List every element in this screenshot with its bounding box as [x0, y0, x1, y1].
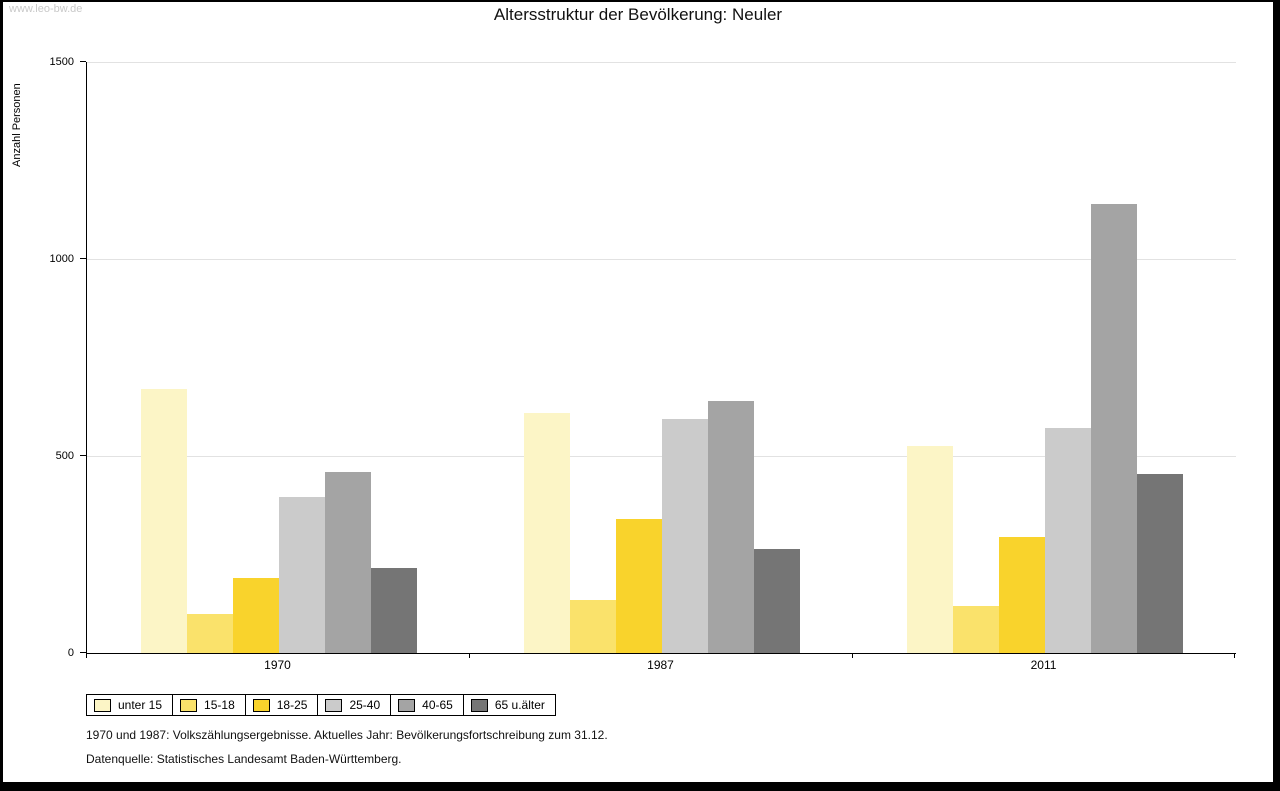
bar-18-25-2011 [998, 537, 1045, 653]
legend-item-65-u-lter: 65 u.älter [464, 695, 555, 715]
bar-18-25-1970 [232, 578, 279, 653]
footnote-sources: 1970 und 1987: Volkszählungsergebnisse. … [86, 728, 608, 742]
legend-swatch [325, 698, 343, 712]
y-tick-mark [80, 455, 86, 456]
chart-title: Altersstruktur der Bevölkerung: Neuler [493, 5, 783, 24]
y-axis-ticks: 0 500 1000 1500 [3, 56, 86, 659]
legend-item-25-40: 25-40 [318, 695, 392, 715]
legend: unter 15 15-18 18-25 25-40 40-65 65 u.älter [86, 694, 556, 716]
bar-group-1987 [470, 62, 853, 653]
x-axis-ticks [86, 654, 1235, 659]
y-tick-label: 1500 [49, 56, 74, 68]
bar-25-40-1987 [661, 419, 708, 653]
bar-65-u-lter-1970 [370, 568, 417, 653]
x-tick-mark [469, 654, 470, 658]
y-tick-mark [80, 258, 86, 259]
legend-label: 65 u.älter [494, 698, 545, 712]
bar-40-65-1987 [707, 401, 754, 653]
x-tick-label-1970: 1970 [264, 658, 291, 672]
y-tick-mark [80, 61, 86, 62]
bar-25-40-1970 [278, 497, 325, 653]
bar-65-u-lter-2011 [1136, 474, 1183, 653]
x-tick-mark [852, 654, 853, 658]
legend-label: 25-40 [349, 698, 381, 712]
legend-label: unter 15 [118, 698, 163, 712]
plot-area [86, 62, 1236, 654]
gridline [87, 259, 1236, 260]
bar-15-18-1987 [569, 600, 616, 653]
bar-40-65-1970 [324, 472, 371, 653]
bar-18-25-1987 [615, 519, 662, 653]
legend-item-15-18: 15-18 [173, 695, 246, 715]
footnote-datenquelle: Datenquelle: Statistisches Landesamt Bad… [86, 752, 402, 766]
x-axis-labels: 1970 1987 2011 [86, 658, 1235, 676]
legend-swatch [252, 698, 270, 712]
legend-label: 40-65 [422, 698, 453, 712]
legend-swatch [180, 698, 198, 712]
legend-swatch [470, 698, 488, 712]
y-tick-label: 1000 [49, 253, 74, 265]
x-tick-mark [86, 654, 87, 658]
y-tick-mark [80, 652, 86, 653]
bar-groups [87, 62, 1236, 653]
x-tick-label-2011: 2011 [1030, 658, 1057, 672]
legend-item-unter-15: unter 15 [87, 695, 174, 715]
bar-unter-15-1970 [140, 389, 187, 653]
legend-item-18-25: 18-25 [246, 695, 319, 715]
bar-unter-15-2011 [906, 446, 953, 653]
bar-65-u-lter-1987 [753, 549, 800, 653]
y-tick-label: 0 [67, 647, 74, 659]
legend-swatch [398, 698, 416, 712]
legend-label: 18-25 [276, 698, 308, 712]
legend-label: 15-18 [204, 698, 235, 712]
bar-40-65-2011 [1090, 204, 1137, 653]
bar-25-40-2011 [1044, 428, 1091, 653]
x-tick-label-1987: 1987 [647, 658, 674, 672]
bar-unter-15-1987 [523, 413, 570, 653]
x-tick-mark [1234, 654, 1235, 658]
y-tick-label: 500 [55, 450, 74, 462]
watermark: www.leo-bw.de [9, 3, 83, 15]
bar-group-1970 [87, 62, 470, 653]
legend-swatch [94, 698, 111, 712]
legend-item-40-65: 40-65 [391, 695, 464, 715]
gridline [87, 62, 1236, 63]
bar-15-18-2011 [952, 606, 999, 653]
bar-15-18-1970 [186, 614, 233, 653]
bar-group-2011 [853, 62, 1236, 653]
